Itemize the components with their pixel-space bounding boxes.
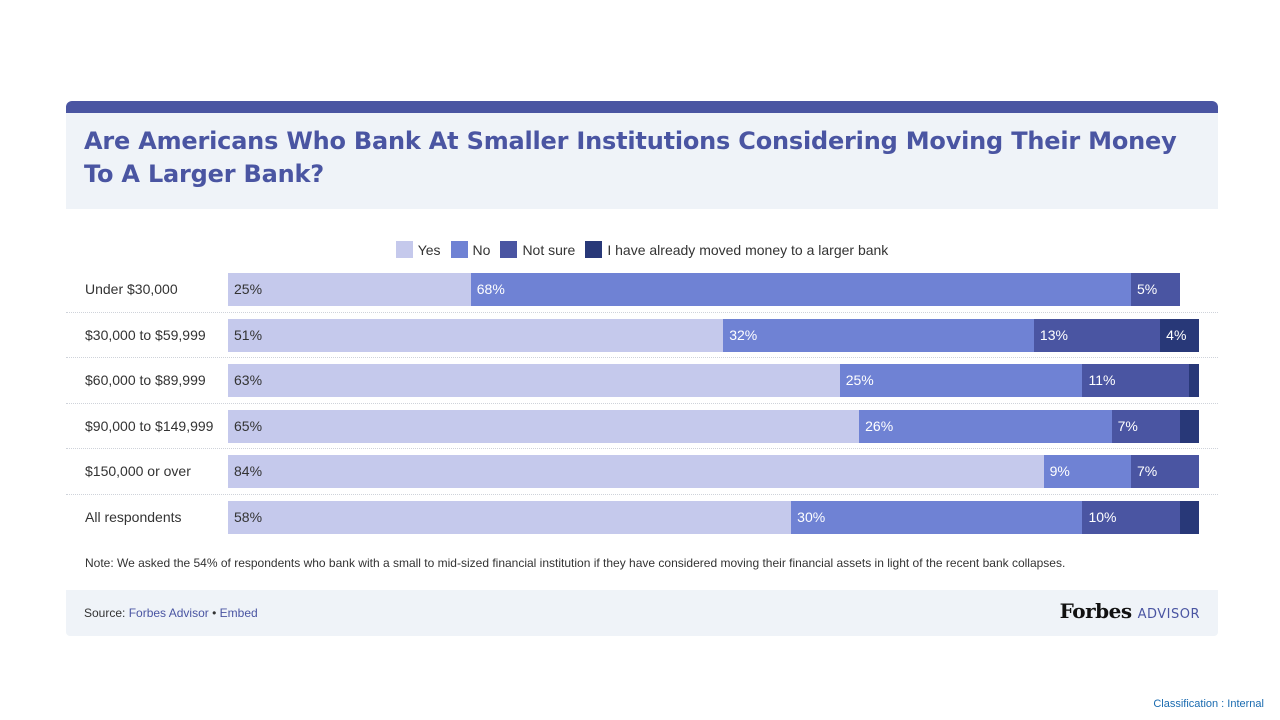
embed-link[interactable]: Embed (219, 606, 258, 620)
data-label: 30% (797, 508, 826, 525)
bar-segment-not-sure: 13% (1033, 318, 1161, 352)
bar-segment-no: 32% (723, 318, 1034, 352)
bar-segment-yes: 65% (228, 409, 860, 443)
source-separator: • (212, 606, 217, 620)
bar-segment-yes: 25% (228, 273, 471, 306)
data-label: 84% (234, 463, 263, 479)
legend-swatch-no (450, 241, 468, 258)
bar-segment-no: 9% (1043, 455, 1131, 488)
chart-row: $30,000 to $59,999 51% 32% 13% 4% (66, 313, 1218, 358)
chart-row: $150,000 or over 84% 9% 7% (66, 449, 1218, 495)
legend-swatch-not-sure (500, 241, 518, 258)
legend-label-already-moved: I have already moved money to a larger b… (607, 241, 889, 258)
bar-segment-no: 30% (791, 500, 1083, 534)
legend-item-yes: Yes (395, 241, 441, 258)
bar-segment-no: 68% (470, 273, 1132, 306)
data-label: 58% (234, 508, 263, 525)
data-label: 51% (234, 326, 263, 343)
chart-card: Are Americans Who Bank At Smaller Instit… (66, 101, 1218, 636)
forbes-advisor-logo: Forbes ADVISOR (1060, 599, 1200, 623)
legend-item-no: No (450, 241, 491, 258)
bar-stack: 51% 32% 13% 4% (228, 318, 1199, 352)
chart-row: All respondents 58% 30% 10% (66, 495, 1218, 541)
category-label: Under $30,000 (85, 281, 178, 297)
logo-forbes-text: Forbes (1059, 599, 1132, 623)
accent-bar (66, 101, 1218, 113)
legend-label-not-sure: Not sure (522, 241, 576, 258)
bar-segment-already-moved: 4% (1160, 318, 1199, 352)
data-label: 4% (1166, 326, 1187, 343)
chart-legend: Yes No Not sure I have already moved money … (66, 241, 1218, 258)
bar-segment-not-sure: 11% (1082, 364, 1190, 397)
chart-rows: Under $30,000 25% 68% 5% $30,000 to $59,999 5… (66, 267, 1218, 540)
source-label: Source: (84, 606, 126, 620)
data-label: 68% (476, 281, 505, 297)
data-label: 9% (1049, 463, 1070, 479)
bar-segment-not-sure: 10% (1082, 500, 1180, 534)
bar-stack: 63% 25% 11% (228, 364, 1199, 397)
chart-title: Are Americans Who Bank At Smaller Instit… (84, 127, 1177, 188)
bar-segment-no: 25% (839, 364, 1083, 397)
bar-segment-no: 26% (859, 409, 1112, 443)
category-label: $60,000 to $89,999 (85, 372, 206, 388)
footer: Source: Forbes Advisor • Embed Forbes AD… (66, 590, 1218, 636)
data-label: 26% (865, 417, 894, 434)
data-label: 5% (1137, 281, 1158, 297)
chart-row: Under $30,000 25% 68% 5% (66, 267, 1218, 313)
bar-stack: 84% 9% 7% (228, 455, 1199, 488)
legend-item-already-moved: I have already moved money to a larger b… (585, 241, 888, 258)
bar-segment-already-moved (1189, 364, 1199, 397)
legend-label-yes: Yes (417, 241, 441, 258)
legend-swatch-yes (395, 241, 413, 258)
data-label: 7% (1117, 417, 1138, 434)
data-label: 13% (1039, 326, 1068, 343)
data-label: 11% (1088, 372, 1116, 388)
bar-stack: 58% 30% 10% (228, 500, 1199, 534)
data-label: 65% (234, 417, 263, 434)
legend-swatch-already-moved (585, 241, 603, 258)
bar-segment-yes: 84% (228, 455, 1044, 488)
source-link[interactable]: Forbes Advisor (128, 606, 209, 620)
bar-segment-yes: 51% (228, 318, 724, 352)
source-line: Source: Forbes Advisor • Embed (84, 590, 258, 636)
category-label: $30,000 to $59,999 (85, 326, 206, 343)
category-label: $90,000 to $149,999 (85, 417, 214, 434)
logo-advisor-text: ADVISOR (1137, 607, 1200, 622)
bar-segment-yes: 63% (228, 364, 840, 397)
bar-segment-yes: 58% (228, 500, 792, 534)
bar-segment-already-moved (1179, 409, 1199, 443)
bar-segment-not-sure: 5% (1131, 273, 1180, 306)
data-label: 32% (729, 326, 758, 343)
legend-item-not-sure: Not sure (500, 241, 575, 258)
bar-stack: 25% 68% 5% (228, 273, 1199, 306)
data-label: 10% (1088, 508, 1117, 525)
category-label: All respondents (85, 508, 182, 525)
bar-segment-not-sure: 7% (1111, 409, 1180, 443)
bar-stack: 65% 26% 7% (228, 409, 1199, 443)
legend-label-no: No (472, 241, 491, 258)
category-label: $150,000 or over (85, 463, 191, 479)
title-box: Are Americans Who Bank At Smaller Instit… (66, 113, 1218, 209)
data-label: 25% (234, 281, 263, 297)
classification-label: Classification : Internal (1153, 698, 1264, 710)
bar-segment-not-sure: 7% (1131, 455, 1199, 488)
chart-row: $60,000 to $89,999 63% 25% 11% (66, 358, 1218, 404)
bar-segment-already-moved (1179, 500, 1199, 534)
data-label: 63% (234, 372, 263, 388)
data-label: 7% (1137, 463, 1158, 479)
chart-row: $90,000 to $149,999 65% 26% 7% (66, 404, 1218, 449)
data-label: 25% (845, 372, 874, 388)
chart-note: Note: We asked the 54% of respondents wh… (85, 556, 1066, 570)
